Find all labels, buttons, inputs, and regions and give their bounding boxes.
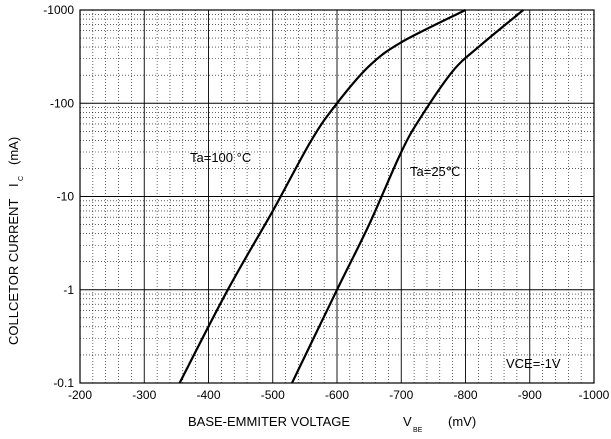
plot-frame xyxy=(79,9,595,384)
annotation-vce: VCE=-1V xyxy=(506,356,561,371)
y-tick-label: -0.1 xyxy=(53,376,74,390)
y-axis-label: COLLCETOR CURRENT xyxy=(6,199,21,345)
x-tick-label: -700 xyxy=(389,388,413,402)
x-tick-label: -400 xyxy=(196,388,220,402)
y-axis-title: COLLCETOR CURRENT I C (mA) xyxy=(6,137,25,345)
grid xyxy=(79,9,595,384)
x-tick-label: -500 xyxy=(261,388,285,402)
x-axis-symbol: V xyxy=(403,414,412,429)
y-axis-subscript: C xyxy=(18,176,25,181)
x-axis-subscript: BE xyxy=(413,427,423,434)
series-label-ta25: Ta=25℃ xyxy=(410,164,460,179)
y-tick-labels: -0.1 -1 -10 -100 -1000 xyxy=(43,3,74,390)
y-tick-label: -1 xyxy=(63,283,74,297)
x-tick-label: -900 xyxy=(518,388,542,402)
y-tick-label: -10 xyxy=(57,190,75,204)
curves xyxy=(178,9,525,384)
x-tick-label: -600 xyxy=(325,388,349,402)
series-line-ta100 xyxy=(178,9,466,384)
x-tick-label: -800 xyxy=(453,388,477,402)
y-tick-label: -100 xyxy=(50,96,74,110)
y-tick-label: -1000 xyxy=(43,3,74,17)
y-axis-symbol: I xyxy=(6,183,21,187)
series-line-ta25 xyxy=(291,9,525,384)
series-labels: Ta=100 °C Ta=25℃ xyxy=(190,150,460,179)
x-axis-unit: (mV) xyxy=(448,414,476,429)
x-tick-label: -200 xyxy=(68,388,92,402)
y-axis-unit: (mA) xyxy=(6,137,21,165)
x-axis-label: BASE-EMMITER VOLTAGE xyxy=(188,414,350,429)
series-label-ta100: Ta=100 °C xyxy=(190,150,251,165)
x-tick-label: -300 xyxy=(132,388,156,402)
x-tick-label: -1000 xyxy=(579,388,610,402)
x-tick-labels: -200 -300 -400 -500 -600 -700 -800 -900 -1000 xyxy=(68,388,610,402)
x-axis-title: BASE-EMMITER VOLTAGE V BE (mV) xyxy=(188,414,476,434)
